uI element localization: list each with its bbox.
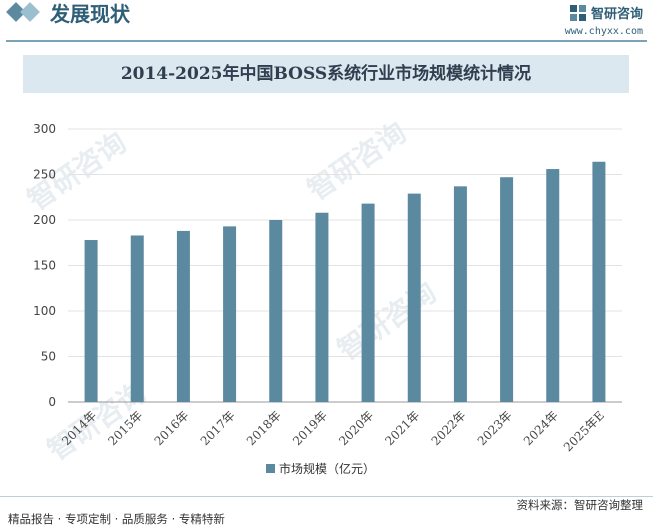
bar: [130, 235, 144, 402]
x-tick-label: 2022年: [429, 408, 469, 448]
y-tick-label: 0: [48, 395, 56, 409]
service-tagline: 精品报告 · 专项定制 · 品质服务 · 专精特新: [8, 512, 225, 526]
bar: [361, 203, 375, 402]
chart-title: 2014-2025年中国BOSS系统行业市场规模统计情况: [120, 64, 532, 84]
x-tick-label: 2025年E: [561, 408, 607, 454]
bar: [269, 220, 283, 402]
y-tick-label: 250: [33, 168, 56, 182]
x-tick-label: 2024年: [521, 408, 561, 448]
bar: [453, 186, 467, 402]
x-tick-label: 2017年: [198, 408, 238, 448]
diamond-icon: [20, 2, 40, 22]
footer-divider: [0, 496, 653, 497]
x-tick-label: 2016年: [152, 408, 192, 448]
brand-logo: 智研咨询: [569, 3, 643, 22]
x-tick-label: 2014年: [59, 408, 99, 448]
legend-label: 市场规模（亿元）: [279, 462, 376, 476]
bar: [315, 212, 329, 402]
legend-swatch: [266, 464, 275, 473]
y-tick-label: 50: [41, 350, 56, 364]
y-tick-label: 300: [33, 122, 56, 136]
bar: [592, 161, 606, 402]
chart-legend: 市场规模（亿元）: [266, 460, 375, 477]
logo-icon: [569, 4, 586, 21]
x-tick-label: 2018年: [244, 408, 284, 448]
y-tick-label: 100: [33, 304, 56, 318]
chart-title-bar: 2014-2025年中国BOSS系统行业市场规模统计情况: [23, 55, 629, 93]
bar: [84, 240, 98, 402]
website-url: www.chyxx.com: [564, 26, 643, 37]
y-tick-label: 200: [33, 213, 56, 227]
bar: [500, 177, 514, 402]
x-tick-label: 2020年: [336, 408, 376, 448]
bar: [407, 193, 421, 402]
source-note: 资料来源：智研咨询整理: [516, 498, 644, 512]
x-tick-label: 2021年: [382, 408, 422, 448]
x-tick-label: 2023年: [475, 408, 515, 448]
bar: [223, 226, 237, 402]
logo-text: 智研咨询: [590, 7, 643, 22]
y-tick-label: 150: [33, 259, 56, 273]
x-tick-label: 2019年: [290, 408, 330, 448]
page-header: 发展现状 智研咨询 www.chyxx.com: [0, 0, 653, 37]
section-title: 发展现状: [50, 2, 130, 26]
bar: [176, 230, 190, 402]
header-divider: [6, 40, 647, 42]
bar: [546, 169, 560, 402]
x-tick-label: 2015年: [105, 408, 145, 448]
